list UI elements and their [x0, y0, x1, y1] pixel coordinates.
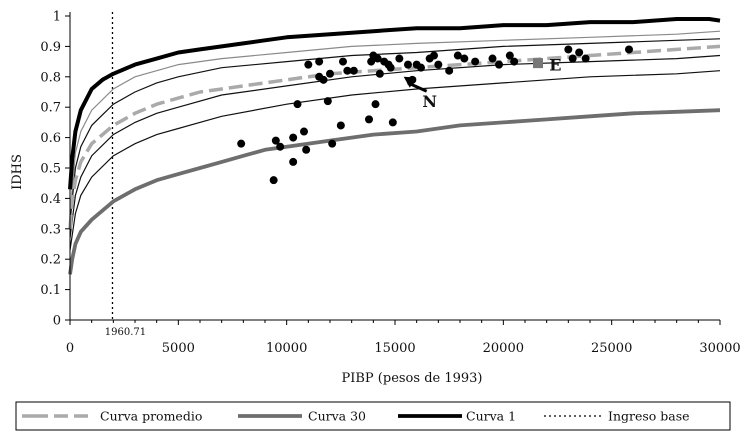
- annotation-e: E: [549, 56, 561, 75]
- y-tick-label: 0.1: [40, 283, 61, 298]
- legend-label: Curva 30: [308, 409, 366, 424]
- y-tick-label: 0.9: [40, 40, 61, 55]
- scatter-point: [373, 54, 382, 63]
- scatter-point: [302, 145, 311, 154]
- scatter-point: [434, 60, 443, 69]
- annotation-n: N: [422, 92, 437, 111]
- y-tick-label: 0: [53, 314, 61, 329]
- scatter-point: [289, 133, 298, 142]
- y-tick-label: 0.5: [40, 162, 61, 177]
- scatter-point: [388, 118, 397, 127]
- x-tick-label: 15000: [374, 341, 415, 356]
- series-curva-1: [68, 17, 721, 190]
- x-axis: 0 5000 10000 15000 20000 25000 30000: [66, 319, 741, 356]
- annotation-arrow-head: [403, 76, 417, 88]
- scatter-point: [488, 54, 497, 63]
- y-tick-label: 0.4: [40, 192, 61, 207]
- scatter-point: [371, 100, 380, 109]
- x-tick-label: 0: [66, 341, 74, 356]
- scatter-point: [575, 48, 584, 57]
- scatter-point: [417, 63, 425, 72]
- intermediate-curve: [69, 70, 721, 251]
- scatter-point: [300, 127, 308, 136]
- x-tick-label: 30000: [699, 341, 740, 356]
- scatter-point: [367, 57, 376, 66]
- intermediate-curve: [69, 30, 721, 214]
- scatter-point: [343, 66, 352, 75]
- scatter-point: [304, 60, 313, 69]
- scatter-point: [386, 63, 395, 72]
- scatter-point: [625, 45, 633, 54]
- scatter-point: [471, 57, 480, 66]
- legend-label: Ingreso base: [608, 409, 690, 424]
- scatter-point: [276, 142, 285, 151]
- scatter-point: [323, 97, 332, 106]
- y-tick-label: 1: [53, 10, 61, 25]
- ingreso-base-label: 1960.71: [105, 327, 146, 338]
- scatter-point: [453, 51, 462, 60]
- scatter-point: [404, 60, 412, 69]
- series-curva-promedio: [68, 44, 721, 229]
- scatter-point: [395, 54, 404, 63]
- scatter-point: [293, 100, 302, 109]
- y-axis-title: IDHS: [10, 154, 25, 190]
- x-axis-title: PIBP (pesos de 1993): [341, 371, 482, 386]
- intermediate-curve: [69, 54, 721, 238]
- scatter-point: [269, 176, 278, 185]
- scatter-point: [445, 66, 454, 75]
- x-tick-label: 20000: [483, 341, 524, 356]
- scatter-point: [568, 54, 577, 63]
- scatter-point: [328, 139, 337, 148]
- scatter-point: [430, 51, 438, 60]
- x-tick-label: 25000: [591, 341, 632, 356]
- scatter-point: [365, 115, 373, 124]
- scatter-point: [336, 121, 345, 130]
- y-tick-label: 0.6: [40, 131, 61, 146]
- legend-label: Curva promedio: [100, 409, 202, 424]
- scatter-point: [460, 54, 469, 63]
- scatter-point: [349, 66, 358, 75]
- intermediate-curve: [69, 38, 721, 223]
- legend-label: Curva 1: [466, 409, 516, 424]
- y-tick-label: 0.3: [40, 222, 61, 237]
- x-tick-label: 10000: [266, 341, 307, 356]
- scatter-point: [271, 136, 280, 145]
- scatter-point: [339, 57, 347, 66]
- plot-area: 1960.71 N E: [68, 12, 721, 338]
- scatter-point: [581, 54, 590, 63]
- scatter-point: [495, 60, 503, 69]
- scatter-point: [505, 51, 514, 60]
- highlight-point-e: [533, 58, 543, 69]
- legend-box: [15, 401, 731, 431]
- scatter-point: [510, 57, 519, 66]
- scatter-point: [375, 69, 384, 78]
- y-axis: 0 0.1 0.2 0.3 0.4 0.5 0.6 0.7 0.8 0.9 1: [40, 10, 71, 329]
- legend: Curva promedio Curva 30 Curva 1 Ingreso bas…: [15, 401, 731, 431]
- series-curva-30: [68, 108, 721, 275]
- scatter-point: [319, 75, 328, 84]
- x-tick-label: 5000: [162, 341, 195, 356]
- scatter-point: [289, 157, 298, 166]
- scatter-point: [315, 57, 324, 66]
- scatter-point: [326, 69, 334, 78]
- scatter-point: [564, 45, 573, 54]
- y-tick-label: 0.7: [40, 101, 61, 116]
- y-tick-label: 0.2: [40, 253, 61, 268]
- y-tick-label: 0.8: [40, 70, 61, 85]
- scatter-point: [237, 139, 246, 148]
